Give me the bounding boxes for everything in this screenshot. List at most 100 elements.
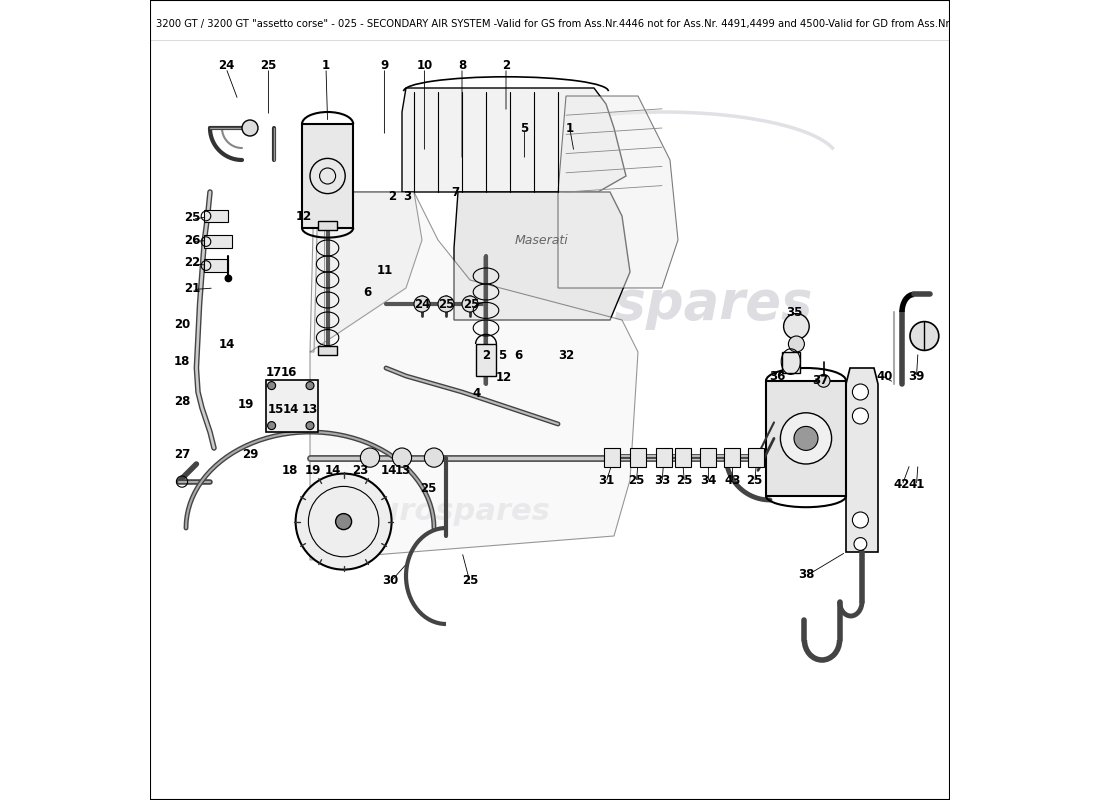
Bar bbox=[656, 448, 672, 467]
Bar bbox=[701, 448, 716, 467]
Circle shape bbox=[780, 413, 832, 464]
Text: 27: 27 bbox=[174, 448, 190, 461]
Bar bbox=[766, 381, 846, 496]
Circle shape bbox=[462, 296, 478, 312]
Polygon shape bbox=[310, 192, 422, 352]
Text: 12: 12 bbox=[495, 371, 512, 384]
Polygon shape bbox=[846, 368, 878, 552]
Text: 14: 14 bbox=[324, 464, 341, 477]
Text: 4: 4 bbox=[472, 387, 481, 400]
Text: eurospares: eurospares bbox=[480, 278, 813, 330]
Text: 25: 25 bbox=[420, 482, 437, 494]
Text: 34: 34 bbox=[701, 474, 716, 486]
Text: 19: 19 bbox=[305, 464, 321, 477]
Text: 17: 17 bbox=[266, 366, 282, 378]
Circle shape bbox=[438, 296, 454, 312]
Polygon shape bbox=[558, 96, 678, 288]
Circle shape bbox=[783, 314, 810, 339]
Polygon shape bbox=[402, 88, 626, 192]
Circle shape bbox=[910, 322, 938, 350]
Text: 38: 38 bbox=[798, 568, 814, 581]
Text: 6: 6 bbox=[363, 286, 372, 298]
Circle shape bbox=[817, 374, 830, 387]
Bar bbox=[604, 448, 620, 467]
Circle shape bbox=[854, 538, 867, 550]
Text: 31: 31 bbox=[598, 474, 614, 486]
Circle shape bbox=[361, 448, 379, 467]
Circle shape bbox=[226, 275, 232, 282]
Text: 24: 24 bbox=[414, 298, 430, 310]
Text: 39: 39 bbox=[909, 370, 925, 382]
Text: 26: 26 bbox=[184, 234, 200, 246]
Text: 29: 29 bbox=[243, 448, 258, 461]
Text: 3200 GT / 3200 GT "assetto corse" - 025 - SECONDARY AIR SYSTEM -Valid for GS fro: 3200 GT / 3200 GT "assetto corse" - 025 … bbox=[156, 19, 1100, 30]
Text: 16: 16 bbox=[280, 366, 297, 378]
Text: 3: 3 bbox=[404, 190, 411, 202]
Text: 43: 43 bbox=[724, 474, 740, 486]
Circle shape bbox=[789, 336, 804, 352]
Text: Maserati: Maserati bbox=[515, 234, 569, 246]
Bar bbox=[318, 221, 338, 230]
Text: 25: 25 bbox=[184, 211, 200, 224]
Text: 24: 24 bbox=[218, 59, 234, 72]
Bar bbox=[725, 448, 740, 467]
Circle shape bbox=[267, 382, 276, 390]
Bar bbox=[205, 235, 232, 248]
Text: 37: 37 bbox=[812, 374, 828, 387]
Text: 23: 23 bbox=[352, 464, 368, 477]
Text: eurospares: eurospares bbox=[358, 498, 550, 526]
Text: 32: 32 bbox=[558, 349, 574, 362]
Text: 30: 30 bbox=[382, 574, 398, 586]
Bar bbox=[748, 448, 764, 467]
Text: 22: 22 bbox=[185, 256, 200, 269]
Text: 25: 25 bbox=[462, 574, 478, 586]
Bar bbox=[302, 124, 353, 228]
Text: 25: 25 bbox=[261, 59, 276, 72]
Text: 15: 15 bbox=[267, 403, 284, 416]
Text: 40: 40 bbox=[877, 370, 892, 382]
Circle shape bbox=[852, 512, 868, 528]
Text: 1: 1 bbox=[322, 59, 330, 72]
Circle shape bbox=[794, 426, 818, 450]
Bar bbox=[266, 380, 318, 432]
Text: 11: 11 bbox=[376, 264, 393, 277]
Circle shape bbox=[306, 422, 313, 430]
Text: 42: 42 bbox=[894, 478, 910, 490]
Text: 18: 18 bbox=[282, 464, 298, 477]
Circle shape bbox=[336, 514, 352, 530]
Circle shape bbox=[242, 120, 258, 136]
Text: 12: 12 bbox=[296, 210, 311, 222]
Bar bbox=[630, 448, 646, 467]
Text: 20: 20 bbox=[174, 318, 190, 330]
Text: 2: 2 bbox=[482, 349, 491, 362]
Text: 1: 1 bbox=[565, 122, 574, 134]
Text: 2: 2 bbox=[502, 59, 510, 72]
Text: 35: 35 bbox=[786, 306, 803, 318]
Text: 2: 2 bbox=[388, 190, 396, 202]
Text: 5: 5 bbox=[520, 122, 528, 134]
Text: 14: 14 bbox=[219, 338, 235, 350]
Text: 13: 13 bbox=[395, 464, 411, 477]
Circle shape bbox=[296, 474, 392, 570]
Circle shape bbox=[425, 448, 443, 467]
Bar bbox=[205, 210, 229, 222]
Text: 10: 10 bbox=[416, 59, 432, 72]
Text: 9: 9 bbox=[381, 59, 388, 72]
Text: 18: 18 bbox=[174, 355, 190, 368]
Text: 19: 19 bbox=[238, 398, 254, 410]
Text: 36: 36 bbox=[769, 370, 785, 382]
Circle shape bbox=[306, 382, 313, 390]
Bar bbox=[674, 448, 691, 467]
Text: 25: 25 bbox=[438, 298, 454, 310]
Bar bbox=[318, 346, 338, 355]
Text: 13: 13 bbox=[301, 403, 318, 416]
Circle shape bbox=[414, 296, 430, 312]
Bar bbox=[782, 352, 800, 373]
Circle shape bbox=[852, 384, 868, 400]
Polygon shape bbox=[310, 192, 638, 560]
Text: 7: 7 bbox=[451, 186, 460, 198]
Bar bbox=[205, 259, 229, 272]
Text: 25: 25 bbox=[676, 474, 693, 486]
Polygon shape bbox=[454, 192, 630, 320]
Bar bbox=[475, 344, 496, 376]
